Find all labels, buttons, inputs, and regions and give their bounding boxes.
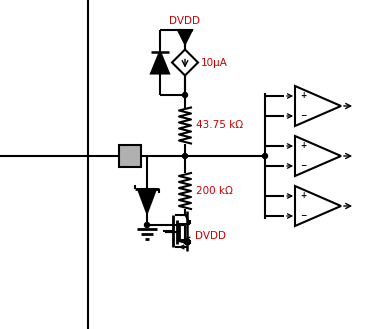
Polygon shape: [178, 30, 192, 44]
Circle shape: [262, 154, 267, 159]
Circle shape: [144, 222, 150, 227]
Text: +: +: [300, 191, 306, 200]
Text: +: +: [300, 91, 306, 100]
Text: −: −: [300, 162, 306, 170]
Text: −: −: [300, 212, 306, 220]
Polygon shape: [138, 189, 156, 213]
Text: 43.75 kΩ: 43.75 kΩ: [196, 120, 243, 131]
Polygon shape: [295, 186, 341, 226]
Text: +: +: [300, 141, 306, 150]
Text: DVDD: DVDD: [195, 231, 226, 241]
Text: 200 kΩ: 200 kΩ: [196, 186, 233, 196]
Text: −: −: [300, 112, 306, 120]
Polygon shape: [151, 52, 169, 73]
Polygon shape: [295, 136, 341, 176]
Circle shape: [182, 154, 188, 159]
Text: DVDD: DVDD: [170, 16, 200, 26]
Polygon shape: [295, 86, 341, 126]
Circle shape: [182, 92, 188, 97]
Bar: [119, 145, 141, 167]
Polygon shape: [172, 49, 198, 75]
Text: 10μA: 10μA: [201, 58, 228, 67]
